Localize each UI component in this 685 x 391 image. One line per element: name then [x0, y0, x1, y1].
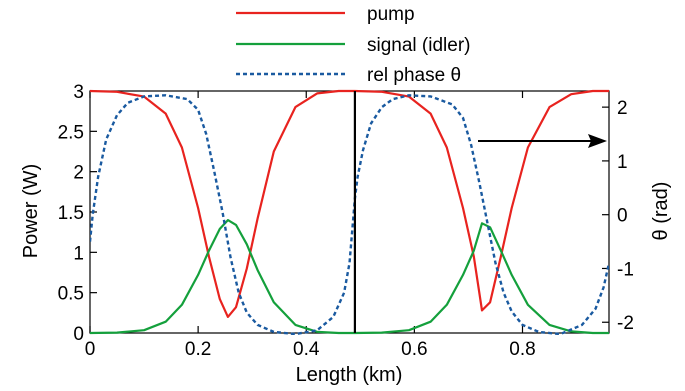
y-tick-label: 0.5 [58, 284, 84, 305]
y2-axis-label: θ (rad) [650, 182, 672, 241]
legend-label: rel phase θ [367, 65, 461, 86]
y-tick-label: 2 [73, 163, 84, 184]
series-line-pump [90, 89, 609, 318]
series-line-rel-phase [90, 94, 609, 335]
y-tick-label: 3 [73, 82, 84, 103]
legend-label: signal (idler) [367, 35, 470, 56]
tick-label-group: 0 0.2 0.4 0.6 0.8 0 0.5 1 1.5 2 2.5 3 -2 -1 0 1 2 [58, 82, 634, 360]
y2-tick-label: 1 [617, 152, 628, 173]
legend-label: pump [367, 4, 415, 25]
x-tick-label: 0 [85, 339, 96, 360]
x-tick-label: 0.2 [185, 339, 211, 360]
y2-tick-label: 0 [617, 206, 628, 227]
y2-tick-label: -1 [617, 259, 634, 280]
legend: pump signal (idler) rel phase θ [236, 4, 470, 86]
y2-tick-label: 2 [617, 98, 628, 119]
y-axis-label: Power (W) [20, 164, 42, 258]
plot-frame [89, 90, 610, 334]
x-axis-label: Length (km) [296, 364, 403, 386]
plot-frame-group [89, 90, 610, 334]
x-tick-label: 0.6 [401, 339, 427, 360]
annotation-group [353, 91, 607, 333]
series-group [90, 89, 609, 335]
x-tick-label: 0.8 [509, 339, 535, 360]
y-tick-label: 1.5 [58, 203, 84, 224]
y2-tick-label: -2 [617, 313, 634, 334]
y-tick-label: 1 [73, 243, 84, 264]
right-axis-arrow-head [588, 134, 607, 148]
series-line-signal-idler [90, 219, 609, 335]
y-tick-label: 0 [73, 324, 84, 345]
y-tick-label: 2.5 [58, 122, 84, 143]
x-tick-label: 0.4 [293, 339, 320, 360]
